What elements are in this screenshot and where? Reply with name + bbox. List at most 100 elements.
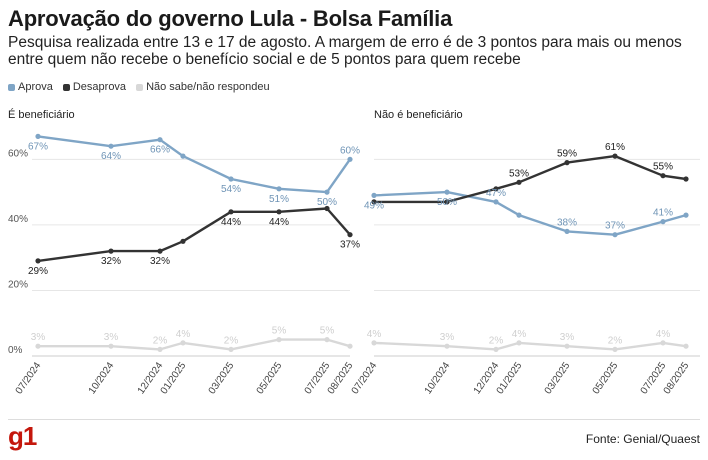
data-point <box>228 209 234 215</box>
y-tick-label: 60% <box>8 148 28 159</box>
data-point <box>180 238 186 244</box>
data-label: 5% <box>320 326 335 337</box>
data-point <box>683 212 689 218</box>
data-point <box>660 340 666 346</box>
data-label: 32% <box>101 256 121 267</box>
y-tick-label: 0% <box>8 345 23 356</box>
x-tick-label: 05/2025 <box>255 360 285 396</box>
data-point <box>660 173 666 179</box>
data-point <box>444 199 450 205</box>
series-line-aprova <box>37 135 351 194</box>
data-label: 4% <box>367 329 382 340</box>
legend-label-aprova: Aprova <box>18 81 53 93</box>
data-point <box>493 186 499 192</box>
data-point <box>108 248 114 254</box>
data-label: 38% <box>557 217 577 228</box>
data-point <box>683 343 689 349</box>
data-label: 44% <box>221 217 241 228</box>
data-point <box>157 137 163 143</box>
data-point <box>324 337 330 343</box>
data-point <box>324 189 330 195</box>
data-point <box>612 153 618 159</box>
data-point <box>516 212 522 218</box>
data-label: 55% <box>653 162 673 173</box>
legend-item-nao-sabe: Não sabe/não respondeu <box>136 81 270 93</box>
data-label: 37% <box>340 240 360 251</box>
data-point <box>35 133 41 139</box>
data-label: 54% <box>221 184 241 195</box>
data-point <box>35 258 41 264</box>
data-label: 3% <box>440 332 455 343</box>
data-point <box>612 346 618 352</box>
data-point <box>564 343 570 349</box>
g1-logo: g1 <box>8 421 37 451</box>
legend-label-desaprova: Desaprova <box>72 81 127 93</box>
data-label: 44% <box>269 217 289 228</box>
data-point <box>276 337 282 343</box>
legend-label-nao-sabe: Não sabe/não respondeu <box>146 81 270 93</box>
data-point <box>516 179 522 185</box>
legend-item-desaprova: Desaprova <box>62 81 127 93</box>
data-point <box>444 189 450 195</box>
data-point <box>276 209 282 215</box>
y-tick-label: 20% <box>8 279 28 290</box>
legend: Aprova Desaprova Não sabe/não respondeu <box>8 81 270 93</box>
data-label: 41% <box>653 208 673 219</box>
source-note: Fonte: Genial/Quaest <box>585 432 700 446</box>
data-label: 32% <box>150 256 170 267</box>
data-label: 47% <box>486 188 506 199</box>
footer-divider <box>8 419 700 420</box>
data-label: 59% <box>557 149 577 160</box>
data-point <box>493 199 499 205</box>
data-point <box>157 248 163 254</box>
data-point <box>35 343 41 349</box>
chart-title: Aprovação do governo Lula - Bolsa Famíli… <box>8 6 453 31</box>
data-point <box>228 346 234 352</box>
y-tick-label: 40% <box>8 214 28 225</box>
data-point <box>228 176 234 182</box>
data-point <box>564 228 570 234</box>
data-point <box>371 340 377 346</box>
series-line-desaprova <box>374 154 687 204</box>
data-point <box>612 232 618 238</box>
data-point <box>516 340 522 346</box>
data-label: 2% <box>608 335 623 346</box>
data-label: 2% <box>489 335 504 346</box>
legend-swatch-aprova <box>8 83 15 91</box>
data-point <box>108 343 114 349</box>
x-tick-label: 07/2024 <box>350 360 380 396</box>
legend-item-aprova: Aprova <box>8 81 53 93</box>
legend-swatch-nao-sabe <box>136 83 144 91</box>
data-label: 29% <box>28 266 48 277</box>
data-label: 5% <box>272 326 287 337</box>
data-label: 2% <box>224 335 239 346</box>
data-point <box>276 186 282 192</box>
data-point <box>347 343 353 349</box>
data-label: 67% <box>28 141 48 152</box>
chart-subtitle: Pesquisa realizada entre 13 e 17 de agos… <box>8 34 682 68</box>
data-label: 53% <box>509 168 529 179</box>
data-point <box>564 160 570 166</box>
series-line-nao-sabe <box>38 338 351 351</box>
data-label: 51% <box>269 194 289 205</box>
data-point <box>444 343 450 349</box>
data-label: 4% <box>512 329 527 340</box>
panel-title: Não é beneficiário <box>374 109 463 121</box>
x-tick-label: 07/2024 <box>14 360 44 396</box>
data-label: 50% <box>317 197 337 208</box>
data-point <box>683 176 689 182</box>
data-point <box>324 205 330 212</box>
x-tick-label: 03/2025 <box>207 360 237 396</box>
x-tick-label: 10/2024 <box>87 360 117 396</box>
data-point <box>157 346 163 352</box>
data-point <box>371 199 377 205</box>
data-point <box>347 156 353 162</box>
data-label: 37% <box>605 221 625 232</box>
data-label: 2% <box>153 335 168 346</box>
data-label: 4% <box>176 329 191 340</box>
data-label: 49% <box>364 200 384 211</box>
x-tick-label: 03/2025 <box>543 360 573 396</box>
